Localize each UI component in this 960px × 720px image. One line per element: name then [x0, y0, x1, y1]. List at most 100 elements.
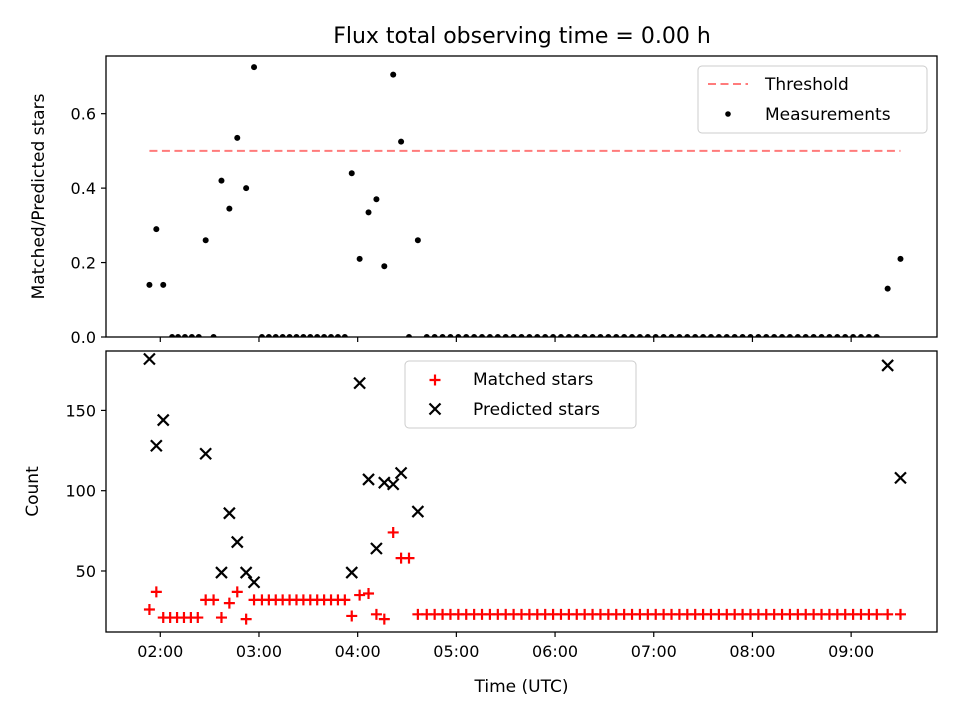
measurement-point [542, 334, 549, 337]
measurement-point [447, 334, 454, 337]
legend-matched-swatch [429, 374, 441, 386]
measurement-point [794, 334, 801, 337]
y-axis-label: Matched/Predicted stars [29, 93, 49, 299]
measurement-point [763, 334, 770, 337]
y-tick-label: 100 [65, 482, 96, 501]
measurement-point [286, 334, 293, 337]
measurement-point [865, 334, 872, 337]
measurement-point [858, 334, 865, 337]
measurement-point [307, 334, 314, 337]
measurement-point [243, 185, 250, 192]
measurement-point [700, 334, 707, 337]
predicted-point [881, 359, 894, 372]
predicted-point [230, 535, 244, 549]
y-tick-label: 50 [76, 562, 96, 581]
measurement-point [802, 334, 809, 337]
measurement-point [873, 334, 880, 337]
matched-point [192, 612, 204, 624]
measurement-point [771, 334, 778, 337]
legend: Matched stars Predicted stars [404, 360, 637, 429]
ratio-panel: 0.0 0.2 0.4 0.6 Matched/Predicted stars Thres… [29, 55, 938, 347]
measurement-point [175, 334, 182, 337]
measurement-point [328, 334, 335, 337]
measurement-point [365, 209, 372, 216]
measurement-point [731, 334, 738, 337]
measurement-point [314, 334, 321, 337]
y-tick-label: 0.6 [71, 105, 96, 124]
legend: Threshold Measurements [697, 65, 928, 134]
predicted-point [894, 471, 907, 485]
measurement-point [897, 255, 904, 262]
x-tick-label: 02:00 [137, 642, 183, 661]
measurement-point [565, 334, 572, 337]
measurement-point [226, 205, 233, 212]
measurement-point [265, 334, 272, 337]
x-tick-label: 09:00 [828, 642, 874, 661]
measurement-point [341, 334, 348, 337]
measurement-point [463, 334, 470, 337]
measurement-point [423, 334, 430, 337]
series-predicted-stars [143, 352, 907, 589]
legend-predicted-swatch [428, 402, 442, 416]
plot-area [143, 352, 907, 625]
measurement-point [234, 134, 241, 141]
measurement-point [747, 334, 754, 337]
predicted-point [239, 566, 253, 579]
measurement-point [251, 64, 258, 71]
measurement-point [160, 281, 167, 288]
predicted-point [345, 566, 359, 579]
predicted-point [386, 477, 400, 491]
y-tick-label: 0.4 [71, 179, 96, 198]
matched-point [215, 612, 227, 624]
predicted-point [215, 566, 228, 579]
measurement-point [439, 334, 446, 337]
measurement-point [195, 334, 202, 337]
measurement-point [510, 334, 517, 337]
matched-point [339, 594, 351, 606]
measurement-point [715, 334, 722, 337]
measurement-point [834, 334, 841, 337]
measurement-point [573, 334, 580, 337]
matched-point [208, 594, 220, 606]
measurement-point [581, 334, 588, 337]
x-tick-label: 06:00 [532, 642, 578, 661]
measurement-point [390, 71, 397, 78]
measurement-point [373, 196, 380, 203]
matched-point [882, 608, 894, 620]
predicted-point [143, 352, 156, 366]
measurement-point [652, 334, 659, 337]
predicted-point [156, 413, 170, 427]
figure-title: Flux total observing time = 0.00 h [333, 24, 711, 49]
matched-point [231, 586, 243, 598]
measurement-point [629, 334, 636, 337]
matched-point [354, 589, 366, 601]
matched-point [363, 587, 375, 599]
axes-frame [105, 55, 938, 338]
measurement-point [202, 237, 209, 244]
measurement-point [755, 334, 762, 337]
matched-point [223, 597, 235, 609]
measurement-point [479, 334, 486, 337]
measurement-point [414, 237, 421, 244]
legend-measurement-label: Measurements [765, 105, 891, 125]
predicted-point [223, 506, 236, 520]
measurement-point [486, 334, 493, 337]
matched-point [346, 610, 358, 622]
series-measurements [146, 64, 904, 337]
legend-matched-label: Matched stars [473, 370, 593, 390]
predicted-point [394, 466, 408, 480]
measurement-point [723, 334, 730, 337]
measurement-point [534, 334, 541, 337]
measurement-point [146, 281, 153, 288]
measurement-point [779, 334, 786, 337]
predicted-point [247, 575, 261, 589]
plot-area [146, 64, 904, 337]
matched-point [894, 608, 906, 620]
measurement-point [786, 334, 793, 337]
measurement-point [381, 263, 388, 270]
measurement-point [644, 334, 651, 337]
matched-point [871, 608, 883, 620]
measurement-point [605, 334, 612, 337]
measurement-point [692, 334, 699, 337]
measurement-point [613, 334, 620, 337]
